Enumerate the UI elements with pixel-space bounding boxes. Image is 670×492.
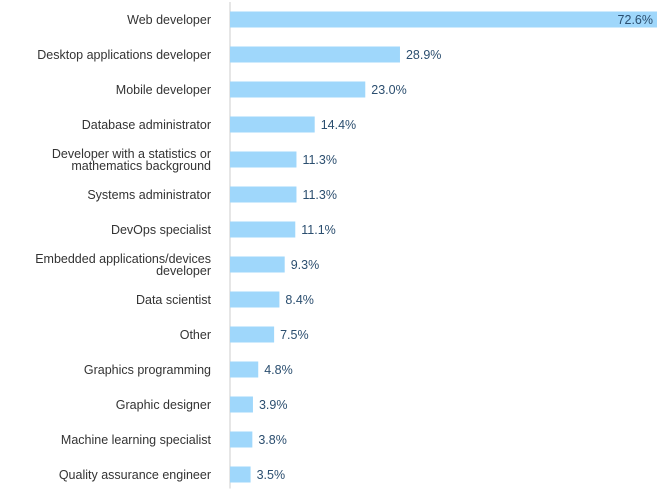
value-label: 3.8% <box>258 433 287 447</box>
category-label: Web developer <box>127 13 211 27</box>
category-label: Database administrator <box>82 118 211 132</box>
value-label: 3.5% <box>257 468 286 482</box>
value-label: 28.9% <box>406 48 441 62</box>
category-label: Machine learning specialist <box>61 433 212 447</box>
bar <box>230 466 251 483</box>
category-label-line: Machine learning specialist <box>61 433 212 447</box>
value-label: 8.4% <box>285 293 314 307</box>
value-label: 72.6% <box>618 13 653 27</box>
category-label-line: developer <box>156 264 211 278</box>
category-label-line: Developer with a statistics or <box>52 147 211 161</box>
bar <box>230 396 253 413</box>
category-label-line: Graphics programming <box>84 363 211 377</box>
bar <box>230 186 297 203</box>
bar <box>230 361 259 378</box>
category-label: Other <box>180 328 211 342</box>
value-label: 7.5% <box>280 328 309 342</box>
category-label-line: Other <box>180 328 211 342</box>
bar <box>230 256 285 273</box>
bar <box>230 81 366 98</box>
value-label: 23.0% <box>371 83 406 97</box>
category-label-line: Web developer <box>127 13 211 27</box>
category-label-line: Systems administrator <box>87 188 211 202</box>
category-label: Quality assurance engineer <box>59 468 211 482</box>
bar <box>230 291 280 308</box>
category-label-line: Desktop applications developer <box>37 48 211 62</box>
bar <box>230 326 275 343</box>
category-label-line: Quality assurance engineer <box>59 468 211 482</box>
value-label: 3.9% <box>259 398 288 412</box>
value-label: 11.3% <box>302 188 337 202</box>
value-label: 11.3% <box>302 153 337 167</box>
bar <box>230 151 297 168</box>
value-label: 11.1% <box>301 223 336 237</box>
category-label-line: Data scientist <box>136 293 212 307</box>
category-label: Desktop applications developer <box>37 48 211 62</box>
bar <box>230 46 400 63</box>
category-label: DevOps specialist <box>111 223 212 237</box>
category-label: Systems administrator <box>87 188 211 202</box>
bar <box>230 11 657 28</box>
category-label: Mobile developer <box>116 83 211 97</box>
category-label-line: Database administrator <box>82 118 211 132</box>
category-label: Embedded applications/devices developer <box>35 252 211 278</box>
bar <box>230 431 253 448</box>
category-label: Developer with a statistics or mathematic… <box>52 147 211 173</box>
category-label: Data scientist <box>136 293 212 307</box>
value-label: 4.8% <box>264 363 293 377</box>
value-label: 9.3% <box>291 258 320 272</box>
category-label-line: mathematics background <box>71 159 211 173</box>
bar <box>230 116 315 133</box>
category-label: Graphics programming <box>84 363 211 377</box>
category-label-line: Mobile developer <box>116 83 211 97</box>
category-label-line: DevOps specialist <box>111 223 212 237</box>
value-label: 14.4% <box>321 118 356 132</box>
bar <box>230 221 296 238</box>
bars-group: Web developer 72.6% Desktop applications d… <box>35 11 657 483</box>
category-label: Graphic designer <box>116 398 211 412</box>
category-label-line: Graphic designer <box>116 398 211 412</box>
category-label-line: Embedded applications/devices <box>35 252 211 266</box>
